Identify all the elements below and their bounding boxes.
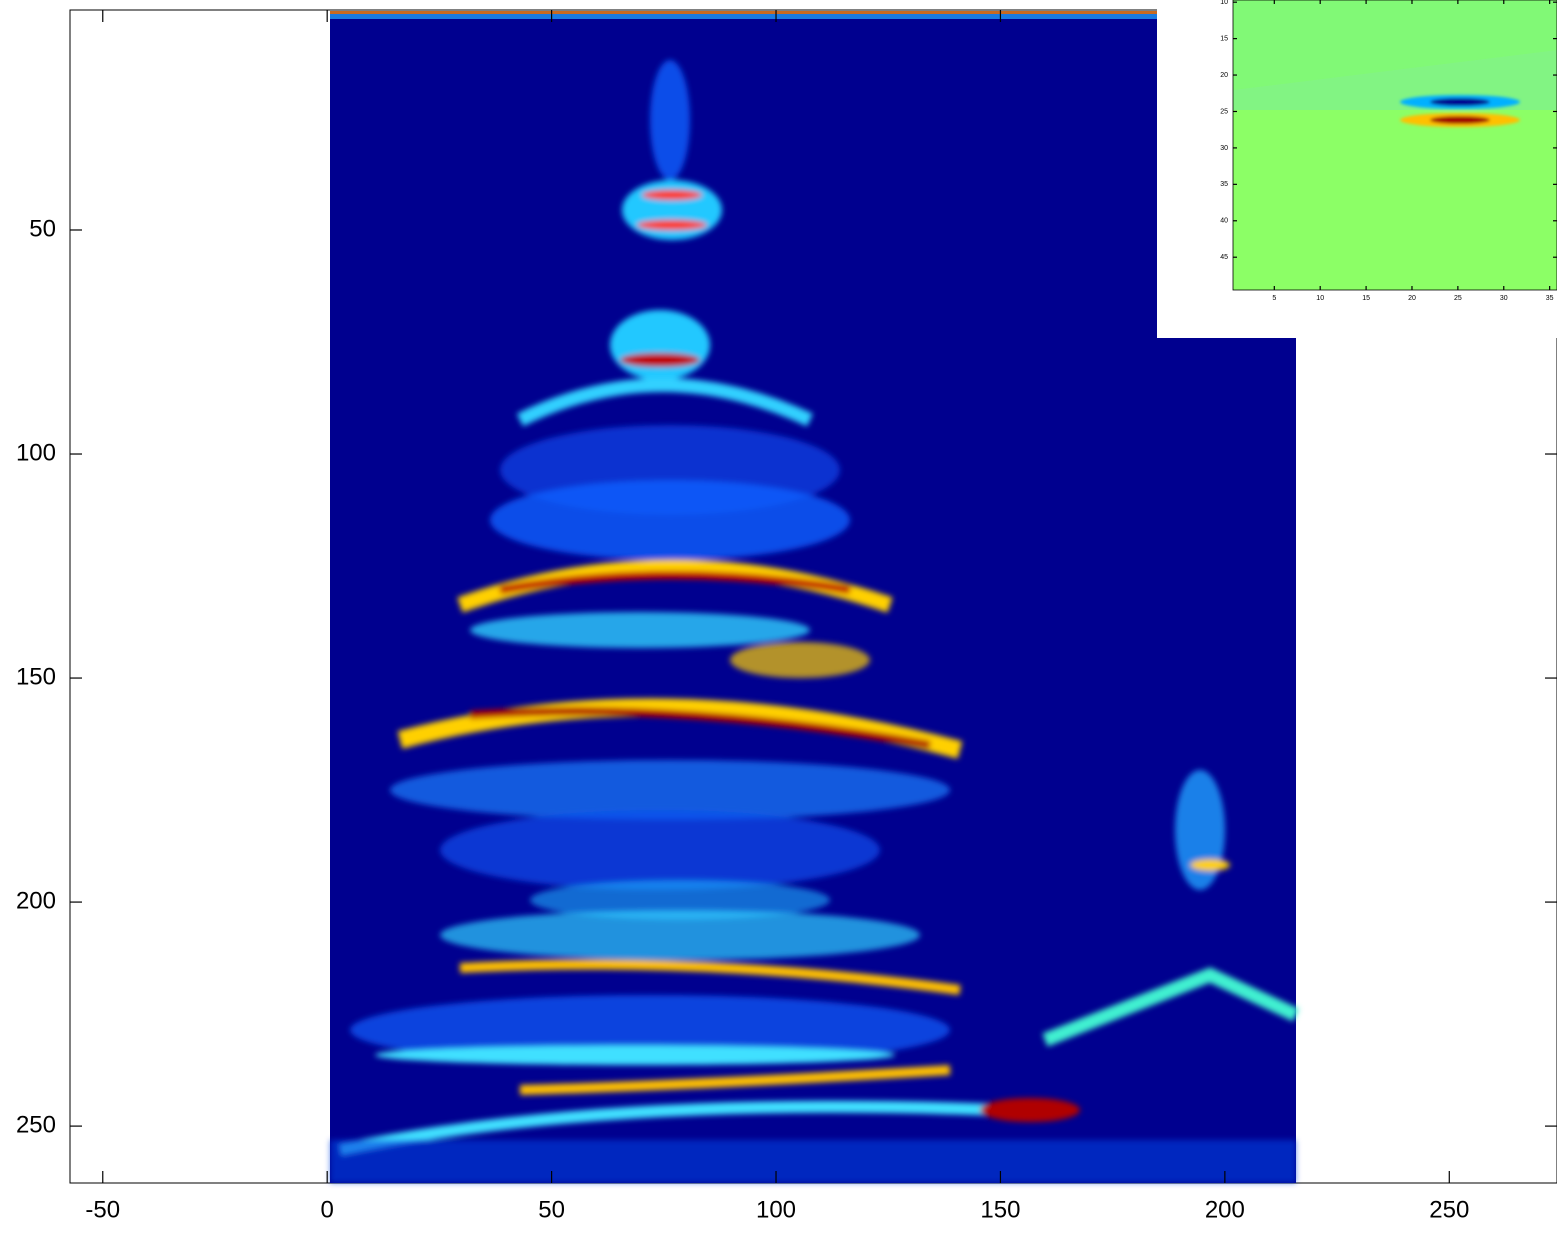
y-tick-label: 15 <box>1220 35 1228 42</box>
x-tick-label: 5 <box>1272 295 1276 302</box>
x-tick-label: 35 <box>1546 295 1554 302</box>
x-tick-label: 150 <box>980 1196 1020 1223</box>
y-tick-label: 150 <box>16 663 56 690</box>
x-tick-label: 200 <box>1205 1196 1245 1223</box>
y-tick-label: 20 <box>1220 72 1228 79</box>
x-tick-label: 100 <box>756 1196 796 1223</box>
y-tick-label: 100 <box>16 439 56 466</box>
x-tick-label: 0 <box>321 1196 334 1223</box>
inset-axes: 5 10 15 20 25 30 35 10 15 20 25 30 35 40 45 <box>1157 0 1557 338</box>
y-tick-label: 30 <box>1220 145 1228 152</box>
y-tick-label: 10 <box>1220 0 1228 6</box>
y-tick-label: 50 <box>29 215 56 242</box>
x-tick-label: 15 <box>1362 295 1370 302</box>
y-tick-label: 25 <box>1220 108 1228 115</box>
y-tick-label: 250 <box>16 1111 56 1138</box>
x-tick-label: 250 <box>1429 1196 1469 1223</box>
y-tick-label: 200 <box>16 887 56 914</box>
x-tick-label: 30 <box>1500 295 1508 302</box>
inset-heatmap-image <box>1233 0 1557 290</box>
y-tick-label: 45 <box>1220 254 1228 261</box>
heatmap-image <box>330 11 1296 1183</box>
y-tick-label: 35 <box>1220 181 1228 188</box>
x-tick-label: 10 <box>1316 295 1324 302</box>
x-tick-label: -50 <box>85 1196 120 1223</box>
x-tick-label: 50 <box>538 1196 565 1223</box>
x-tick-label: 20 <box>1408 295 1416 302</box>
y-tick-label: 40 <box>1220 218 1228 225</box>
x-tick-label: 25 <box>1454 295 1462 302</box>
figure: -50 0 50 100 150 200 250 50 100 150 200 250 5 10 15 20… <box>0 0 1557 1233</box>
